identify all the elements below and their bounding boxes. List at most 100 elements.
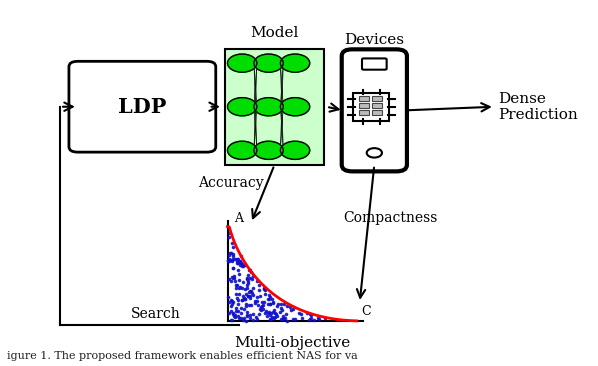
- Point: [239, 306, 249, 311]
- Point: [306, 311, 315, 317]
- Point: [254, 282, 264, 288]
- Point: [270, 310, 280, 316]
- Point: [224, 276, 234, 282]
- Point: [313, 315, 322, 321]
- Point: [285, 304, 295, 310]
- Point: [245, 275, 254, 281]
- Point: [230, 256, 240, 262]
- Point: [228, 299, 237, 305]
- Point: [247, 290, 257, 296]
- Point: [276, 301, 286, 307]
- Point: [266, 315, 276, 321]
- Point: [237, 261, 247, 267]
- Point: [225, 310, 234, 316]
- Point: [254, 302, 263, 308]
- Point: [242, 309, 252, 315]
- Point: [248, 317, 258, 323]
- Point: [261, 310, 270, 316]
- Point: [304, 317, 313, 323]
- Point: [242, 285, 252, 291]
- Point: [236, 260, 245, 266]
- Point: [242, 313, 252, 318]
- Point: [246, 302, 256, 308]
- Point: [228, 244, 238, 250]
- Point: [234, 277, 244, 283]
- Point: [261, 287, 270, 292]
- Point: [243, 272, 253, 278]
- Point: [233, 308, 242, 314]
- Point: [233, 282, 242, 288]
- Point: [309, 318, 319, 324]
- Point: [226, 250, 236, 255]
- Point: [290, 316, 300, 322]
- Point: [233, 297, 242, 303]
- Text: Multi-objective: Multi-objective: [234, 336, 350, 350]
- Text: Model: Model: [251, 26, 298, 40]
- Point: [256, 304, 266, 310]
- Text: C: C: [361, 306, 371, 318]
- Point: [277, 307, 287, 313]
- Point: [282, 303, 292, 309]
- Point: [278, 316, 288, 322]
- Point: [264, 292, 274, 298]
- Point: [242, 275, 252, 281]
- Point: [243, 293, 252, 299]
- Circle shape: [254, 54, 283, 72]
- Point: [228, 275, 238, 281]
- Text: A: A: [234, 212, 243, 225]
- Point: [242, 302, 251, 307]
- Point: [252, 298, 261, 304]
- Point: [224, 253, 234, 258]
- Text: Accuracy: Accuracy: [197, 176, 263, 190]
- Point: [235, 258, 245, 264]
- Point: [279, 315, 288, 321]
- Point: [230, 312, 240, 318]
- Text: Search: Search: [131, 307, 181, 321]
- Point: [245, 267, 254, 273]
- Point: [306, 312, 316, 318]
- Point: [240, 262, 250, 268]
- Point: [251, 300, 260, 306]
- Text: Dense
Prediction: Dense Prediction: [498, 92, 578, 122]
- FancyBboxPatch shape: [362, 59, 387, 70]
- Point: [266, 316, 275, 322]
- Point: [236, 262, 245, 268]
- Point: [314, 316, 324, 322]
- Point: [306, 315, 316, 321]
- Point: [281, 311, 291, 317]
- Point: [224, 256, 233, 262]
- Point: [234, 271, 243, 277]
- Point: [232, 256, 242, 262]
- Point: [258, 303, 267, 309]
- Point: [297, 315, 307, 321]
- Point: [261, 291, 270, 297]
- Text: igure 1. The proposed framework enables efficient NAS for va: igure 1. The proposed framework enables …: [7, 351, 358, 361]
- Point: [234, 291, 244, 297]
- Point: [272, 303, 282, 309]
- Point: [239, 296, 249, 302]
- Point: [273, 313, 282, 319]
- Point: [243, 282, 252, 288]
- Point: [225, 229, 234, 235]
- Point: [268, 300, 277, 306]
- Point: [238, 293, 248, 299]
- Point: [231, 308, 240, 314]
- Point: [269, 299, 278, 305]
- Circle shape: [280, 54, 310, 72]
- Point: [225, 258, 234, 264]
- Point: [246, 269, 256, 275]
- Circle shape: [227, 54, 257, 72]
- Point: [226, 303, 236, 309]
- Point: [238, 279, 248, 285]
- Point: [228, 275, 238, 281]
- Circle shape: [227, 98, 257, 116]
- Point: [265, 294, 274, 300]
- Point: [234, 267, 243, 273]
- Point: [263, 310, 273, 316]
- Point: [228, 310, 238, 315]
- Point: [244, 289, 254, 295]
- Point: [227, 298, 236, 304]
- Point: [252, 294, 262, 299]
- FancyBboxPatch shape: [359, 103, 369, 108]
- Point: [228, 251, 237, 257]
